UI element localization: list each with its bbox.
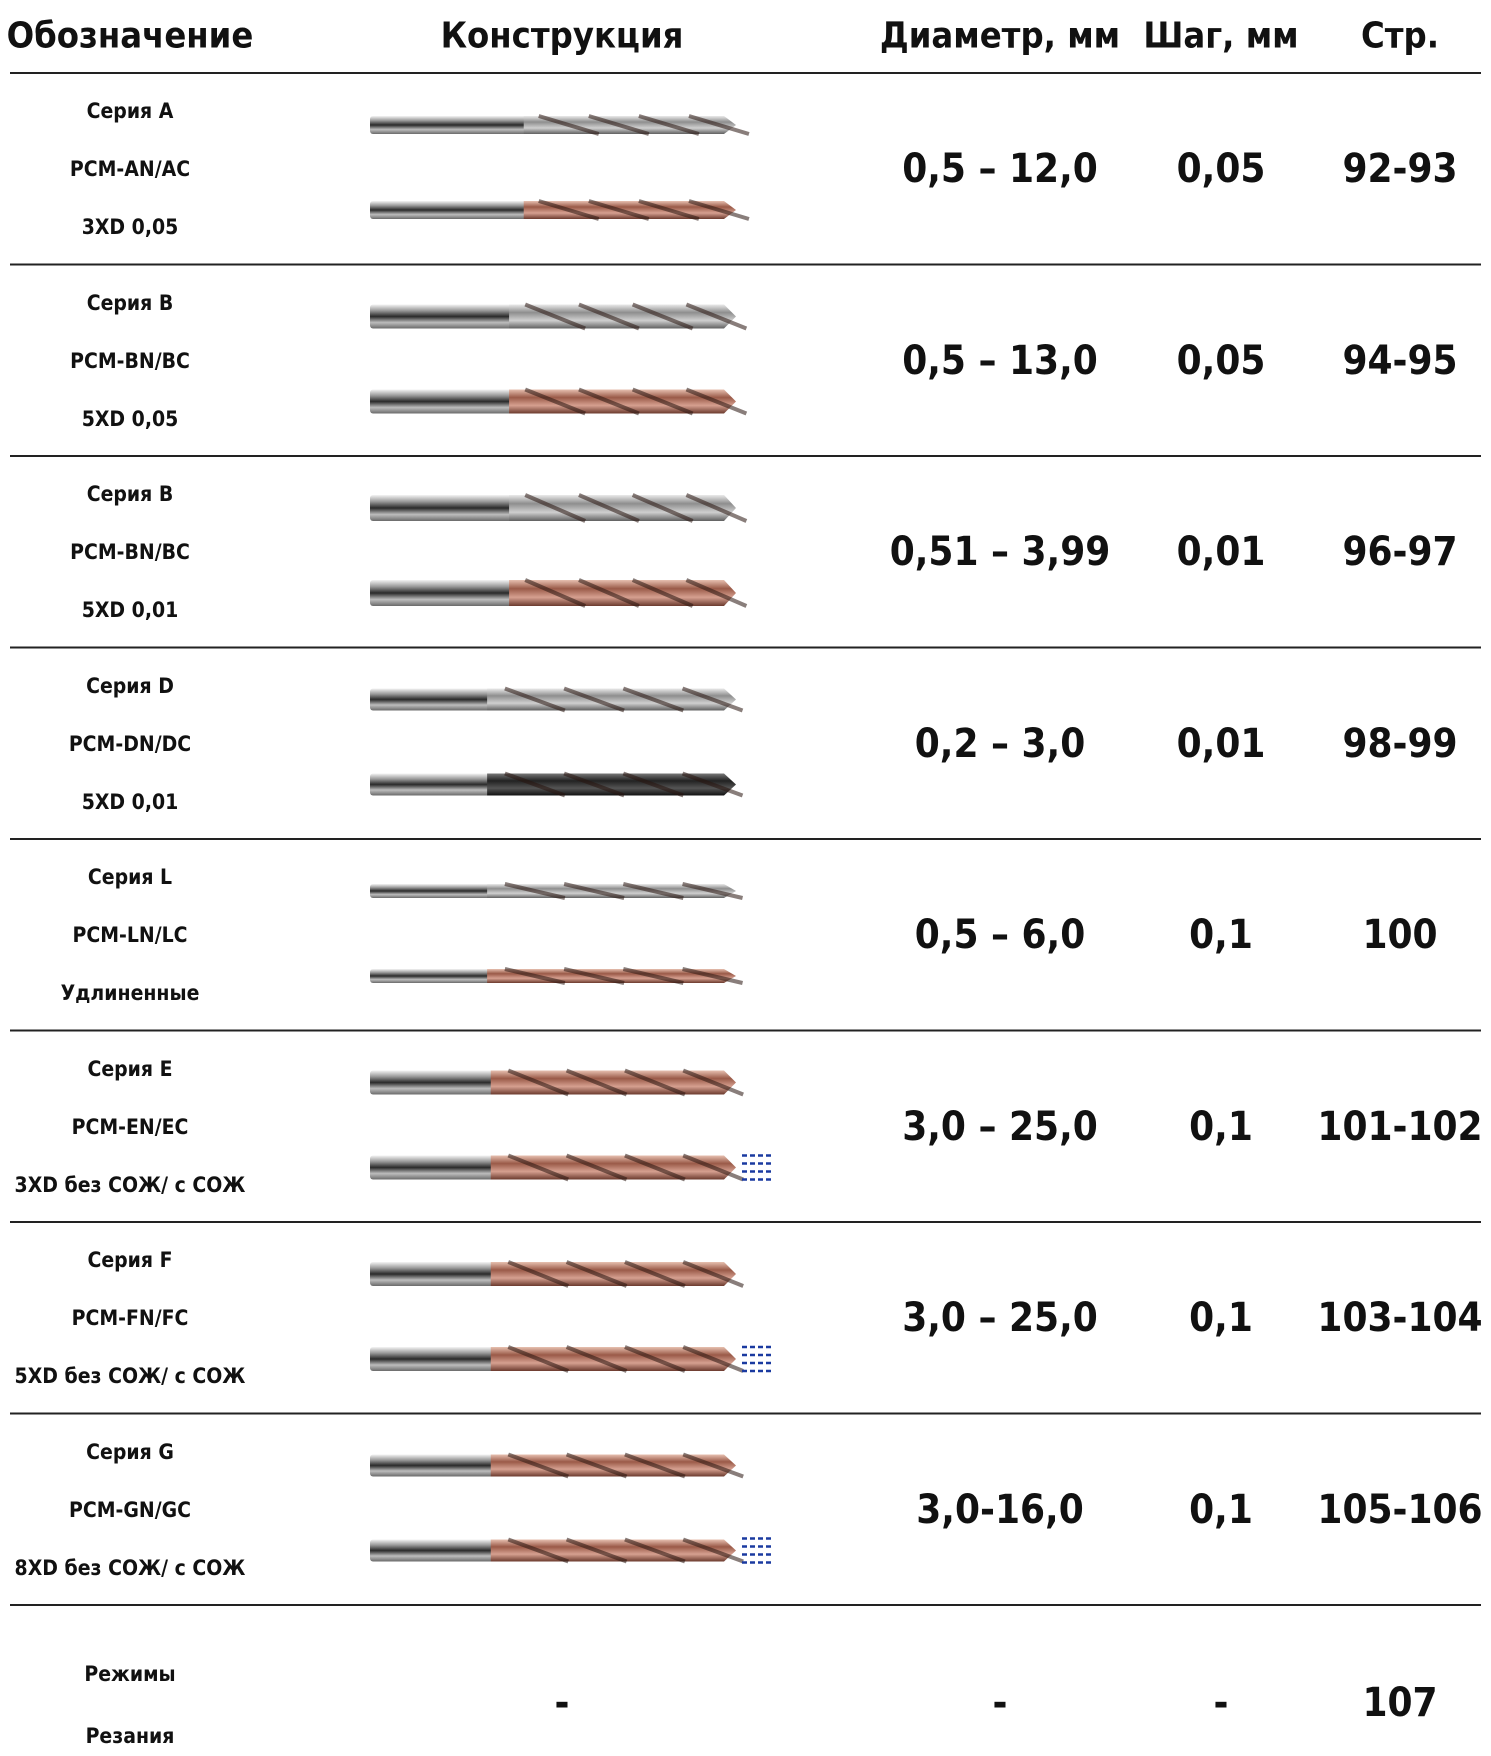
- drill-image: [370, 1452, 744, 1479]
- diameter-value: 3,0-16,0: [916, 1486, 1084, 1533]
- designation-line: Резания: [85, 1724, 175, 1748]
- diameter-value: 0,51 – 3,99: [889, 529, 1111, 575]
- designation-line: PCM-DN/DC: [68, 731, 192, 756]
- header-page: Стр.: [1360, 15, 1440, 57]
- page-value: 103-104: [1317, 1295, 1483, 1341]
- designation-line: 5XD 0,01: [81, 598, 179, 622]
- diameter-value: 0,2 – 3,0: [914, 720, 1086, 767]
- page-value: 105-106: [1317, 1486, 1483, 1533]
- step-value: -: [1213, 1680, 1229, 1726]
- designation-line: Серия L: [87, 865, 173, 889]
- designation-line: 5XD 0,01: [81, 789, 179, 814]
- diameter-value: 0,5 – 12,0: [902, 146, 1098, 192]
- diameter-value: 3,0 – 25,0: [902, 1295, 1098, 1341]
- header-diameter: Диаметр, мм: [879, 15, 1121, 57]
- diameter-value: 0,5 – 13,0: [902, 337, 1098, 384]
- designation-line: PCM-FN/FC: [71, 1306, 189, 1330]
- designation-line: 3XD без СОЖ/ с СОЖ: [14, 1172, 246, 1197]
- page-value: 92-93: [1342, 146, 1458, 192]
- designation-line: PCM-EN/EC: [71, 1114, 189, 1139]
- step-value: 0,1: [1189, 1486, 1253, 1533]
- drill-image: [370, 493, 748, 523]
- drill-image: [370, 199, 750, 221]
- drill-image: [370, 1153, 772, 1182]
- drill-image: [370, 1537, 772, 1564]
- diameter-value: 0,5 – 6,0: [914, 912, 1086, 958]
- designation-line: PCM-AN/AC: [69, 157, 191, 181]
- diameter-value: -: [992, 1680, 1008, 1726]
- drill-image: [370, 967, 744, 985]
- designation-line: Удлиненные: [60, 981, 200, 1005]
- designation-line: 8XD без СОЖ/ с СОЖ: [14, 1555, 246, 1580]
- page-value: 100: [1362, 912, 1438, 958]
- designation-line: Серия B: [86, 482, 174, 506]
- header-construction: Конструкция: [440, 15, 684, 57]
- drill-image: [370, 1068, 744, 1097]
- drill-image: [370, 387, 748, 416]
- construction-text: -: [554, 1680, 570, 1726]
- designation-line: 5XD без СОЖ/ с СОЖ: [14, 1364, 246, 1388]
- drill-image: [370, 302, 748, 331]
- drill-image: [370, 686, 744, 713]
- page-value: 94-95: [1342, 337, 1458, 384]
- designation-line: Серия G: [86, 1439, 174, 1464]
- drill-image: [370, 771, 744, 798]
- drill-image: [370, 1260, 744, 1288]
- designation-line: Серия B: [86, 290, 174, 315]
- drill-image: [370, 578, 748, 608]
- designation-line: Серия F: [87, 1248, 173, 1272]
- page-value: 101-102: [1317, 1103, 1483, 1150]
- step-value: 0,05: [1176, 146, 1266, 192]
- designation-line: PCM-BN/BC: [70, 540, 190, 564]
- step-value: 0,05: [1176, 337, 1266, 384]
- header-step: Шаг, мм: [1143, 15, 1299, 57]
- designation-line: Серия D: [86, 673, 174, 698]
- diameter-value: 3,0 – 25,0: [902, 1103, 1098, 1150]
- step-value: 0,01: [1176, 720, 1266, 767]
- step-value: 0,1: [1189, 1103, 1253, 1150]
- designation-line: 5XD 0,05: [81, 406, 179, 431]
- page-value: 98-99: [1342, 720, 1458, 767]
- designation-line: PCM-LN/LC: [72, 923, 188, 947]
- page-value: 107: [1362, 1680, 1438, 1726]
- designation-line: Серия A: [86, 99, 174, 123]
- step-value: 0,01: [1176, 529, 1266, 575]
- page-value: 96-97: [1342, 529, 1458, 575]
- step-value: 0,1: [1189, 912, 1253, 958]
- designation-line: Серия E: [87, 1056, 173, 1081]
- designation-line: 3XD 0,05: [81, 215, 179, 239]
- designation-line: PCM-BN/BC: [70, 348, 190, 373]
- designation-line: PCM-GN/GC: [69, 1497, 191, 1522]
- header-designation: Обозначение: [6, 15, 254, 57]
- drill-image: [370, 114, 750, 136]
- drill-image: [370, 1345, 772, 1373]
- step-value: 0,1: [1189, 1295, 1253, 1341]
- drill-image: [370, 882, 744, 900]
- designation-line: Режимы: [84, 1662, 176, 1686]
